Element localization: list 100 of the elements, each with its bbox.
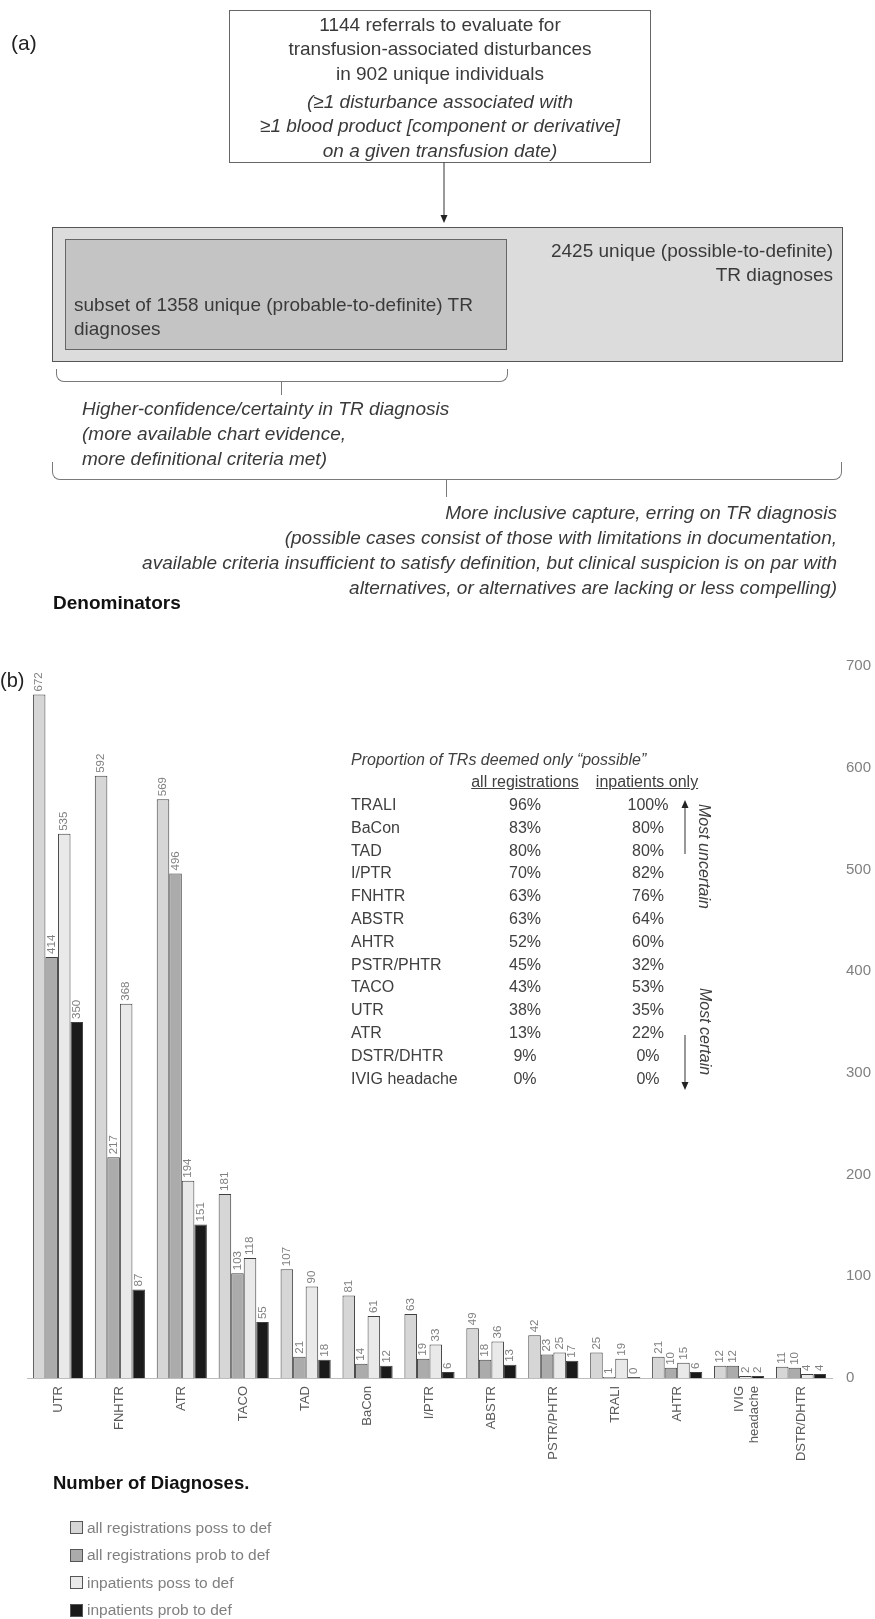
legend-label: all registrations prob to def [87, 1546, 270, 1565]
data-label: 10 [664, 1352, 677, 1365]
annotation: 13% [508, 1023, 542, 1043]
data-label: 55 [255, 1306, 268, 1320]
annotation: PSTR/PHTR [351, 954, 442, 975]
data-label: 217 [106, 1135, 119, 1155]
annotation: FNHTR [351, 886, 406, 907]
data-label: 569 [156, 777, 169, 797]
data-label: 63 [403, 1298, 416, 1311]
chart-title: (b) [0, 668, 25, 692]
text: 1144 referrals to evaluate for transfusion-associated disturbances in 902 unique individuals [288, 12, 592, 86]
annotation: 63% [508, 909, 542, 929]
annotation: 83% [508, 817, 542, 838]
y-tick-label: 400 [846, 961, 872, 979]
annotation: 76% [631, 886, 665, 907]
x-tick-label: BaCon [359, 1386, 375, 1426]
annotation: UTR [351, 1000, 384, 1021]
annotation: I/PTR [351, 863, 392, 884]
annotation: Proportion of TRs deemed only “possible” [351, 750, 647, 770]
data-label: 2 [751, 1366, 764, 1373]
x-tick-label: AHTR [668, 1386, 684, 1422]
annotation: 43% [508, 977, 542, 998]
data-label: 21 [292, 1340, 305, 1354]
annotation: 60% [631, 931, 665, 952]
annotation: DSTR/DHTR [351, 1045, 444, 1066]
annotation: 100% [627, 795, 669, 815]
annotation: inpatients only [595, 772, 699, 792]
data-label: 42 [527, 1319, 540, 1333]
data-label: 19 [614, 1342, 627, 1356]
x-tick-label: I/PTR [421, 1386, 437, 1420]
x-tick-label: TAD [297, 1386, 313, 1412]
text: (a) [11, 31, 37, 55]
data-label: 194 [181, 1157, 194, 1178]
annotation: TRALI [351, 795, 397, 815]
annotation: 38% [508, 1000, 542, 1021]
y-tick-label: 500 [846, 859, 872, 877]
annotation: 80% [631, 817, 665, 838]
data-label: 33 [428, 1328, 441, 1342]
data-label: 10 [787, 1352, 800, 1365]
data-label: 90 [305, 1270, 318, 1284]
y-tick-label: 100 [846, 1266, 872, 1284]
data-label: 25 [589, 1336, 602, 1350]
legend-label: inpatients poss to def [87, 1573, 234, 1592]
data-label: 81 [341, 1279, 354, 1293]
data-label: 6 [689, 1362, 702, 1369]
data-label: 118 [243, 1236, 256, 1255]
data-label: 592 [94, 753, 107, 773]
data-label: 19 [416, 1342, 429, 1356]
annotation: 64% [631, 909, 665, 929]
annotation: Most certain [696, 988, 715, 1076]
text: Higher-confidence/certainty in TR diagnosis (more available chart evidence, more definitional criteria met) [82, 396, 450, 471]
data-label: 181 [218, 1171, 231, 1191]
x-tick-label: FNHTR [111, 1386, 127, 1431]
data-label: 4 [800, 1363, 813, 1371]
data-label: 350 [69, 999, 82, 1019]
annotation: 53% [631, 977, 665, 998]
data-label: 2 [738, 1366, 751, 1373]
annotation: 96% [508, 795, 542, 815]
data-label: 672 [32, 672, 45, 692]
annotation: 82% [631, 863, 665, 884]
data-label: 17 [565, 1344, 578, 1358]
data-label: 12 [379, 1350, 392, 1363]
data-label: 23 [540, 1338, 553, 1352]
annotation: TAD [351, 840, 382, 861]
annotation: 32% [631, 954, 665, 975]
annotation: 63% [508, 886, 542, 907]
data-label: 414 [44, 934, 57, 954]
data-label: 49 [465, 1312, 478, 1326]
annotation: TACO [351, 977, 395, 998]
data-label: 496 [168, 851, 181, 871]
data-label: 4 [813, 1363, 826, 1371]
data-label: 14 [354, 1347, 367, 1361]
annotation: all registrations [471, 772, 579, 792]
y-tick-label: 600 [846, 757, 872, 775]
data-label: 25 [552, 1336, 565, 1350]
y-tick-label: 200 [846, 1164, 872, 1182]
data-label: 12 [713, 1350, 726, 1363]
annotation: 0% [636, 1068, 660, 1089]
data-label: 103 [230, 1251, 243, 1271]
annotation: 9% [513, 1045, 537, 1066]
annotation: IVIG headache [351, 1068, 458, 1089]
x-tick-label: ATR [173, 1386, 189, 1412]
data-label: 13 [503, 1348, 516, 1362]
annotation: AHTR [351, 931, 395, 952]
data-label: 21 [651, 1340, 664, 1354]
data-label: 1 [602, 1367, 615, 1374]
annotation: 45% [508, 954, 542, 975]
annotation: 80% [631, 840, 665, 861]
y-tick-label: 0 [846, 1368, 855, 1386]
data-label: 12 [726, 1350, 739, 1363]
data-label: 15 [676, 1346, 689, 1360]
x-tick-label: PSTR/PHTR [544, 1386, 560, 1460]
text: Number of Diagnoses. [53, 1472, 250, 1494]
x-tick-label: ABSTR [483, 1386, 498, 1430]
text: (≥1 disturbance associated with ≥1 blood product [component or derivative] on a given transfusion date) [259, 89, 621, 163]
legend-label: inpatients prob to def [87, 1601, 232, 1619]
annotation: Most uncertain [695, 804, 714, 909]
annotation: 0% [636, 1045, 660, 1066]
data-label: 107 [280, 1246, 293, 1267]
data-label: 0 [627, 1367, 640, 1374]
